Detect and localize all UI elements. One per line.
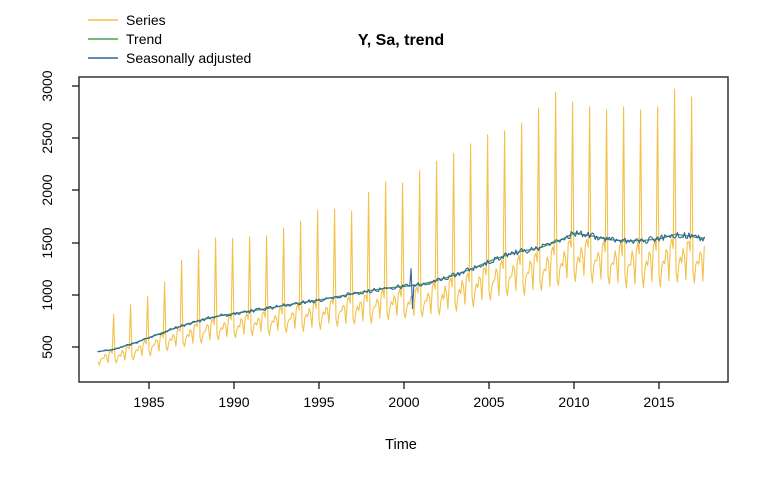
legend-label-trend: Trend (126, 31, 162, 47)
x-axis: 1985 1990 1995 2000 2005 2010 2015 (133, 382, 675, 410)
x-tick-label: 2010 (558, 394, 589, 410)
chart-title: Y, Sa, trend (358, 32, 444, 49)
x-tick-label: 1995 (303, 394, 334, 410)
y-tick-label: 1000 (39, 279, 55, 310)
y-axis: 500 1000 1500 2000 2500 3000 (39, 70, 79, 359)
x-axis-title: Time (385, 437, 417, 453)
y-tick-label: 2000 (39, 174, 55, 205)
x-tick-label: 2005 (473, 394, 504, 410)
legend-label-seasonally-adjusted: Seasonally adjusted (126, 50, 251, 66)
x-tick-label: 2000 (388, 394, 419, 410)
seasonally-adjusted-line (97, 230, 705, 353)
x-tick-label: 1985 (133, 394, 164, 410)
y-tick-label: 3000 (39, 70, 55, 101)
y-tick-label: 2500 (39, 122, 55, 153)
legend-label-series: Series (126, 12, 166, 28)
y-tick-label: 1500 (39, 227, 55, 258)
x-tick-label: 2015 (643, 394, 674, 410)
legend: Series Trend Seasonally adjusted (88, 12, 251, 66)
series-lines (97, 88, 705, 366)
series-line (97, 88, 705, 366)
x-tick-label: 1990 (218, 394, 249, 410)
y-tick-label: 500 (39, 335, 55, 359)
